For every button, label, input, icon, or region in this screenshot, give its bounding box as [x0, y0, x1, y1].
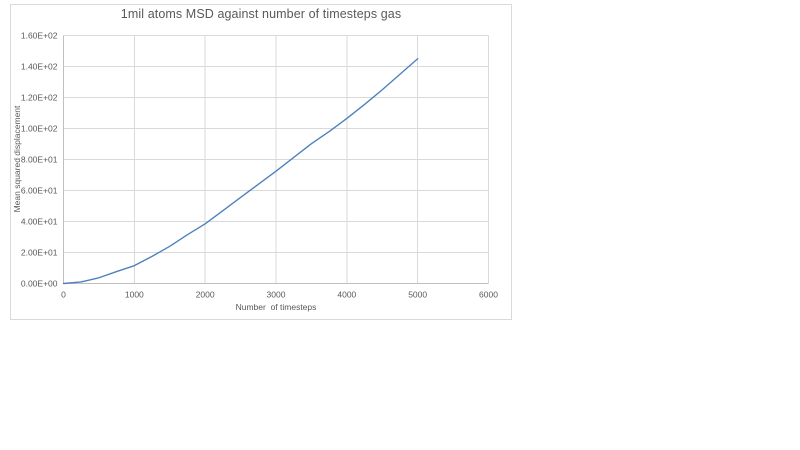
x-tick-label: 1000	[125, 290, 144, 300]
y-tick-label: 4.00E+01	[21, 217, 58, 227]
y-tick-label: 8.00E+01	[21, 155, 58, 165]
x-tick-label: 4000	[337, 290, 356, 300]
y-tick-label: 6.00E+01	[21, 186, 58, 196]
x-tick-label: 0	[61, 290, 66, 300]
y-tick-label: 1.00E+02	[21, 124, 58, 134]
chart-title: 1mil atoms MSD against number of timeste…	[120, 7, 402, 21]
y-tick-label: 1.20E+02	[21, 93, 58, 103]
chart-object[interactable]	[10, 4, 512, 320]
x-tick-label: 3000	[267, 290, 286, 300]
msd-line-series	[62, 58, 419, 285]
y-tick-label: 1.40E+02	[21, 62, 58, 72]
y-tick-label: 2.00E+01	[21, 248, 58, 258]
y-tick-label: 1.60E+02	[21, 31, 58, 41]
x-tick-label: 2000	[196, 290, 215, 300]
x-axis-title: Number of timesteps	[235, 302, 317, 312]
y-tick-label: 0.00E+00	[21, 279, 58, 289]
x-tick-label: 5000	[408, 290, 427, 300]
x-tick-label: 6000	[479, 290, 498, 300]
